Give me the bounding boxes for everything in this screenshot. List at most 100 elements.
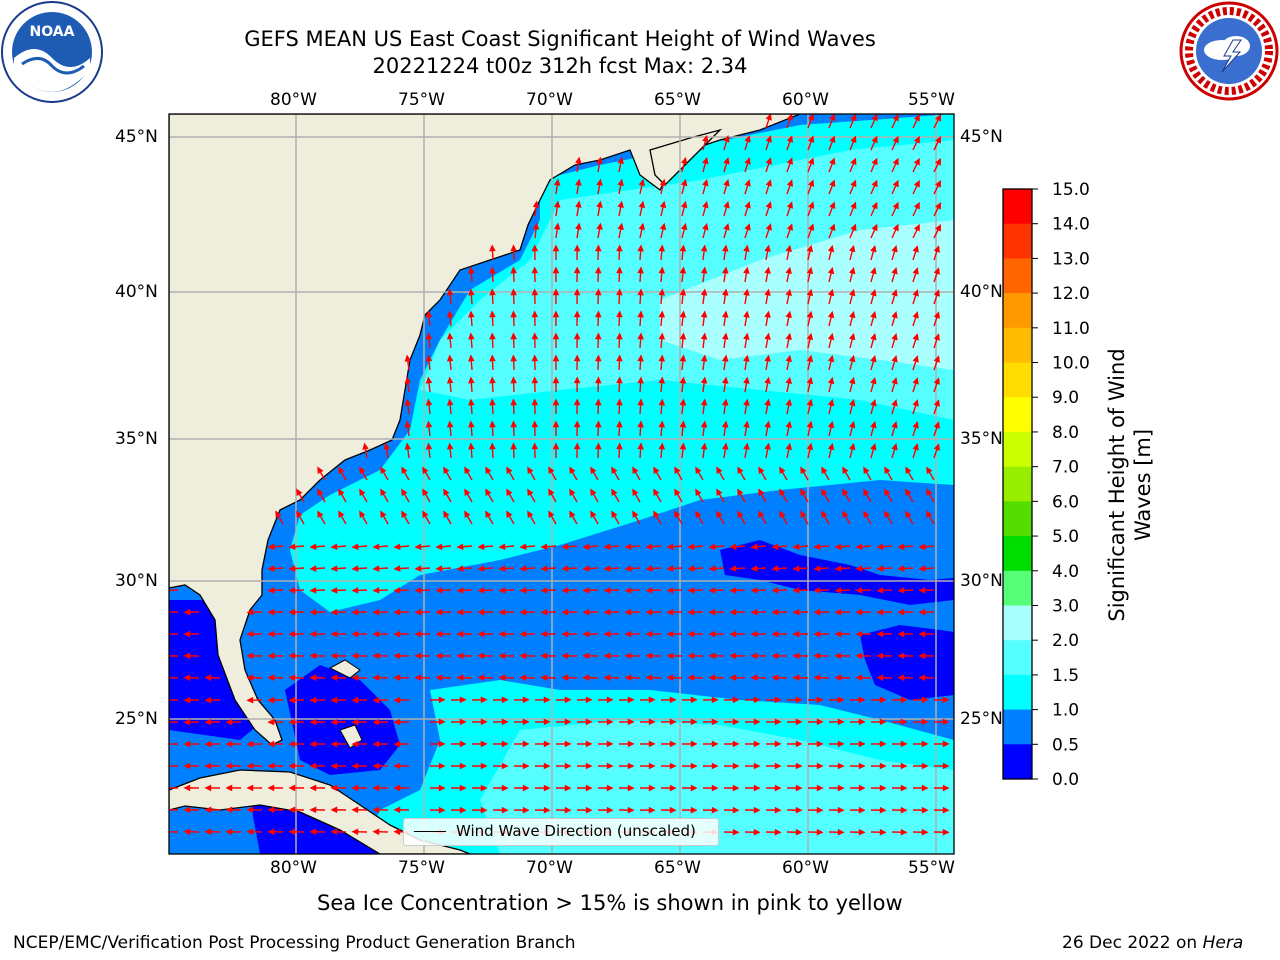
wave-arrow-head — [876, 608, 884, 616]
wave-arrow-head — [564, 806, 572, 814]
colorbar-swatch — [1003, 570, 1032, 606]
wave-arrow-head — [522, 696, 530, 704]
wave-arrow-head — [771, 543, 779, 551]
wave-arrow-head — [275, 510, 282, 519]
wave-arrow-head — [837, 718, 845, 726]
wave-arrow-head — [732, 740, 740, 748]
wave-arrow-head — [506, 488, 513, 497]
wave-arrow-head — [870, 266, 877, 275]
wave-arrow-head — [414, 565, 422, 572]
wave-arrow-head — [446, 442, 454, 450]
wave-arrow-head — [750, 652, 758, 660]
wave-arrow-head — [933, 333, 940, 341]
wave-arrow-head — [879, 718, 887, 726]
wave-arrow-head — [204, 740, 212, 748]
wave-arrow-head — [912, 311, 919, 319]
wave-arrow-head — [813, 543, 821, 551]
wave-arrow-head — [510, 442, 517, 450]
wave-arrow-head — [595, 288, 602, 296]
wave-arrow-head — [582, 543, 590, 551]
wave-arrow-head — [519, 630, 527, 638]
wave-arrow-head — [700, 310, 708, 318]
legend-label: Wind Wave Direction (unscaled) — [456, 822, 696, 840]
nws-logo-icon — [1178, 0, 1280, 102]
wave-arrow-head — [498, 565, 506, 572]
wave-arrow-head — [446, 398, 454, 406]
wave-arrow-head — [624, 587, 632, 594]
wave-arrow-head — [435, 543, 443, 551]
wave-arrow-head — [477, 652, 485, 660]
wave-arrow-head — [891, 289, 898, 297]
wave-arrow-head — [564, 718, 572, 726]
wave-arrow-head — [489, 398, 496, 406]
wave-arrow-head — [393, 806, 401, 814]
wave-arrow-head — [288, 652, 296, 660]
lat-label-left: 35°N — [115, 429, 158, 449]
wave-arrow-head — [933, 311, 940, 319]
wave-arrow-head — [169, 608, 170, 616]
wave-arrow-head — [813, 630, 821, 638]
wave-arrow-head — [435, 630, 443, 638]
wave-arrow-head — [674, 466, 681, 475]
wave-arrow-head — [489, 420, 496, 428]
wave-arrow-head — [606, 784, 614, 792]
wave-arrow-head — [309, 784, 317, 792]
wave-arrow-head — [711, 718, 719, 726]
wave-arrow-head — [380, 510, 387, 519]
wave-arrow-head — [744, 179, 751, 187]
wave-arrow-head — [827, 442, 835, 451]
lon-label-top: 70°W — [526, 90, 573, 110]
wave-arrow-head — [585, 696, 593, 704]
wave-arrow-head — [267, 718, 275, 726]
wave-arrow-head — [702, 200, 709, 209]
wave-arrow-head — [552, 310, 560, 318]
wave-arrow-head — [575, 178, 582, 186]
wave-arrow-head — [876, 652, 884, 660]
wave-arrow-head — [721, 266, 729, 274]
wave-arrow-head — [573, 398, 581, 406]
colorbar-label-1: Significant Height of Wind — [1105, 348, 1129, 621]
wave-arrow-head — [627, 740, 635, 748]
wave-arrow-head — [564, 696, 572, 704]
wave-arrow-head — [891, 355, 898, 363]
wave-arrow-head — [522, 718, 530, 726]
wave-arrow-head — [372, 696, 380, 704]
wave-arrow-head — [658, 354, 666, 362]
wave-arrow-head — [942, 762, 950, 770]
wave-arrow-head — [849, 420, 856, 429]
wave-arrow-head — [422, 510, 429, 519]
wave-arrow-head — [532, 200, 540, 208]
wave-arrow-head — [288, 565, 296, 572]
wave-arrow-head — [446, 354, 454, 362]
wave-arrow-head — [183, 652, 191, 660]
wave-arrow-head — [522, 762, 530, 770]
wave-arrow-head — [204, 762, 212, 770]
wave-arrow-head — [837, 828, 845, 836]
wave-arrow-head — [372, 740, 380, 748]
wave-arrow-head — [401, 488, 408, 497]
wave-arrow-head — [246, 674, 254, 681]
wave-arrow-head — [648, 806, 656, 814]
wave-arrow-head — [774, 740, 782, 748]
wave-arrow-head — [816, 828, 824, 836]
wave-arrow-head — [807, 223, 815, 231]
wave-arrow-head — [575, 156, 582, 164]
wave-arrow-head — [225, 762, 233, 770]
wave-arrow-head — [918, 652, 926, 660]
wave-arrow-head — [267, 608, 275, 616]
wave-arrow-head — [653, 488, 660, 497]
wave-arrow-head — [879, 784, 887, 792]
wave-arrow-head — [708, 630, 716, 638]
wave-arrow-head — [807, 179, 815, 187]
colorbar-swatch — [1003, 362, 1032, 398]
wave-arrow-head — [616, 332, 623, 340]
wave-arrow-head — [753, 740, 761, 748]
wave-arrow-head — [758, 510, 765, 519]
wave-arrow-head — [933, 355, 940, 363]
wave-arrow-head — [582, 652, 590, 660]
wave-arrow-head — [425, 376, 433, 384]
wave-arrow-head — [510, 354, 517, 362]
wave-arrow-head — [765, 201, 772, 209]
wave-arrow-head — [721, 420, 729, 428]
wave-arrow-head — [596, 200, 603, 208]
